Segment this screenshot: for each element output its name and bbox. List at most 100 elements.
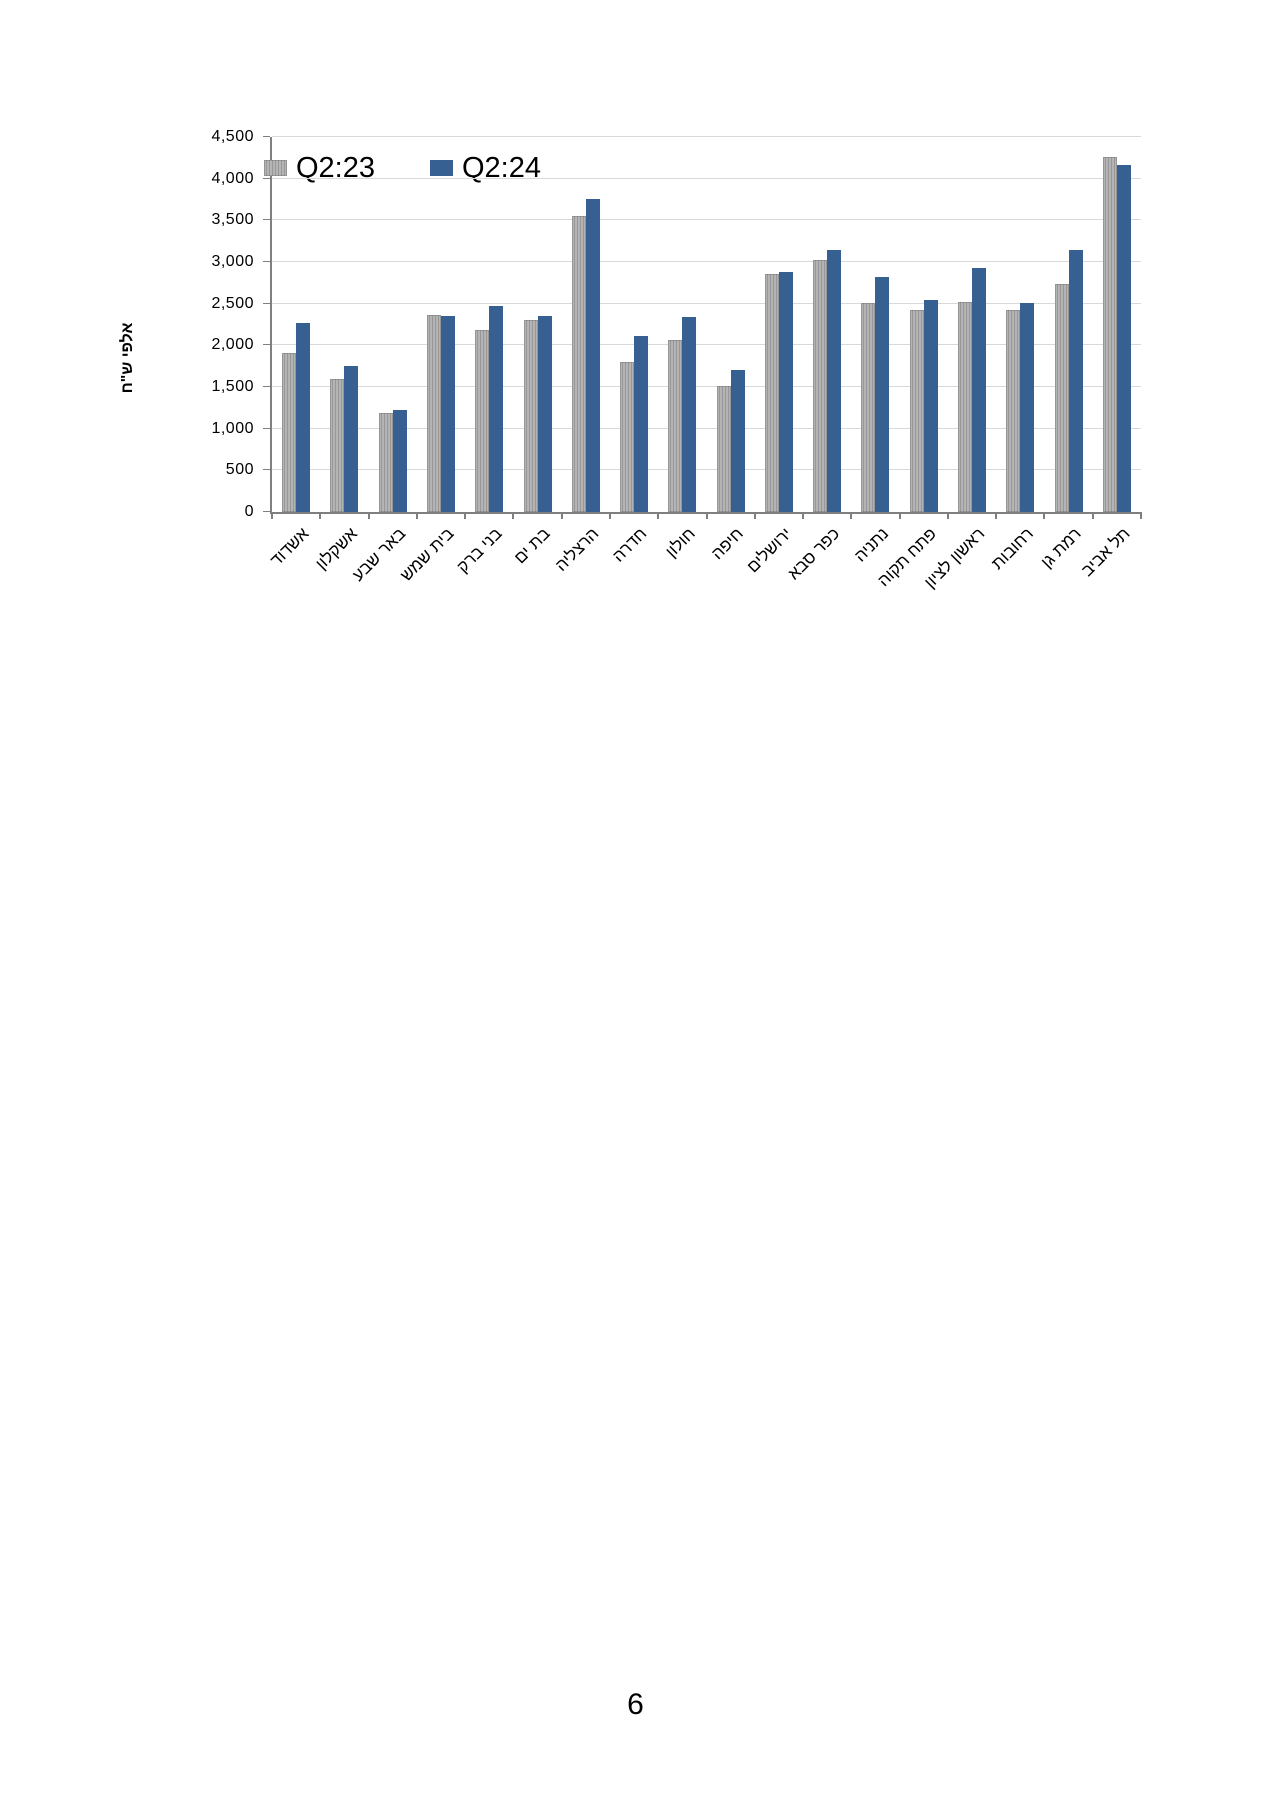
x-axis-label: כפר סבא (784, 524, 844, 584)
bar-q2-24-c7 (634, 336, 649, 512)
bar-q2-24-c4 (489, 306, 504, 512)
y-axis-tick (263, 136, 270, 137)
bar-q2-23-c9 (716, 386, 731, 512)
x-axis-tick (946, 512, 949, 519)
bar-q2-23-c4 (475, 329, 490, 512)
x-axis-label: חיפה (707, 524, 748, 564)
x-axis-tick (898, 512, 901, 519)
bar-q2-23-c12 (861, 302, 876, 512)
bar-q2-23-c0 (282, 352, 297, 512)
bar-q2-23-c10 (764, 273, 779, 512)
x-axis-label: תל אביב (1077, 524, 1134, 581)
gridline (272, 469, 1141, 471)
y-axis-tick-label: 3,500 (211, 211, 254, 229)
bar-q2-23-c11 (813, 260, 828, 512)
x-axis-tick (608, 512, 611, 519)
bar-q2-24-c8 (682, 317, 697, 512)
bar-chart: אלפי ש"ח 0 500 1,000 1,500 2,000 2,500 3,000 3,… (0, 0, 1271, 700)
bar-q2-24-c11 (827, 249, 842, 512)
x-axis-label: נתניה (850, 524, 892, 566)
gridline (272, 344, 1141, 346)
legend-swatch-q2-23 (264, 160, 287, 176)
bar-q2-24-c9 (730, 369, 745, 512)
gridline (272, 177, 1141, 179)
x-axis-label: חדרה (608, 524, 651, 566)
y-axis-tick-label: 1,000 (211, 419, 254, 437)
gridline (272, 219, 1141, 221)
bar-q2-23-c1 (330, 378, 345, 512)
y-axis-tick-label: 2,000 (211, 336, 254, 354)
x-axis-tick (560, 512, 563, 519)
bar-q2-23-c7 (620, 362, 635, 512)
x-axis-tick (1140, 512, 1142, 519)
x-axis-tick (319, 512, 322, 519)
bar-q2-24-c1 (344, 366, 359, 512)
chart-legend: Q2:23 Q2:24 (264, 147, 541, 189)
x-axis-label: רחובות (987, 524, 1037, 574)
bar-q2-23-c15 (1006, 310, 1021, 512)
x-axis-label: אשדוד (266, 524, 313, 570)
y-axis-tick (263, 427, 270, 429)
x-axis-label: בת ים (510, 524, 554, 568)
x-axis-label: חולון (661, 524, 699, 562)
bar-q2-24-c10 (778, 272, 793, 512)
legend-label-q2-24: Q2:24 (462, 152, 541, 184)
gridline (272, 302, 1141, 304)
bar-q2-23-c13 (909, 310, 924, 512)
y-axis-tick (263, 469, 270, 471)
bar-q2-23-c8 (668, 339, 683, 512)
y-axis-tick-label: 500 (225, 461, 254, 479)
bar-q2-24-c17 (1116, 164, 1131, 512)
x-axis-label: בני ברק (453, 524, 506, 577)
bar-q2-23-c3 (426, 315, 441, 512)
y-axis-tick (263, 386, 270, 387)
legend-swatch-q2-24 (430, 160, 453, 176)
gridline (272, 136, 1141, 137)
x-axis-tick (271, 512, 273, 519)
y-axis-tick-labels: 0 500 1,000 1,500 2,000 2,500 3,000 3,500 4,000 4… (150, 128, 254, 520)
x-axis-labels: אשדוד אשקלון באר שבע בית שמש בני ברק בת ים הרצ… (266, 514, 1139, 664)
bar-q2-24-c13 (923, 300, 938, 512)
x-axis-tick (657, 512, 660, 519)
gridline (272, 427, 1141, 429)
bar-q2-23-c6 (571, 216, 586, 512)
x-axis-tick (995, 512, 998, 519)
x-axis-tick (1091, 512, 1094, 519)
y-axis-tick (263, 344, 270, 346)
bar-q2-24-c5 (537, 316, 552, 512)
gridline (272, 261, 1141, 262)
x-axis-tick (705, 512, 708, 519)
bar-q2-23-c14 (958, 302, 973, 512)
y-axis-tick (263, 177, 270, 179)
x-axis-tick (512, 512, 515, 519)
x-axis-tick (415, 512, 418, 519)
y-axis-tick (263, 511, 270, 512)
bar-q2-24-c6 (585, 198, 600, 512)
bar-q2-24-c2 (392, 409, 407, 512)
y-axis-tick (263, 261, 270, 262)
bar-q2-24-c16 (1068, 249, 1083, 512)
bar-q2-23-c16 (1054, 283, 1069, 512)
legend-label-q2-23: Q2:23 (296, 152, 375, 184)
legend-entry-q2-24: Q2:24 (430, 147, 541, 189)
x-axis-tick (753, 512, 756, 519)
x-axis-tick (850, 512, 853, 519)
y-axis-tick-label: 4,000 (211, 169, 254, 187)
gridline (272, 386, 1141, 387)
bar-q2-23-c17 (1102, 157, 1117, 512)
y-axis-tick-label: 1,500 (211, 378, 254, 395)
legend-entry-q2-23: Q2:23 (264, 147, 375, 189)
bar-q2-24-c12 (875, 277, 890, 512)
x-axis-tick (464, 512, 467, 519)
bar-q2-24-c15 (1020, 302, 1035, 512)
x-axis-tick (802, 512, 805, 519)
x-axis-label: הרצליה (551, 524, 603, 575)
bar-q2-23-c5 (523, 320, 538, 512)
page-number: 6 (627, 1688, 644, 1721)
y-axis-tick-label: 3,000 (211, 253, 254, 270)
bar-q2-24-c14 (972, 267, 987, 512)
bar-q2-24-c0 (296, 322, 311, 512)
y-axis-title: אלפי ש"ח (119, 322, 136, 394)
y-axis-tick-label: 0 (244, 503, 254, 520)
